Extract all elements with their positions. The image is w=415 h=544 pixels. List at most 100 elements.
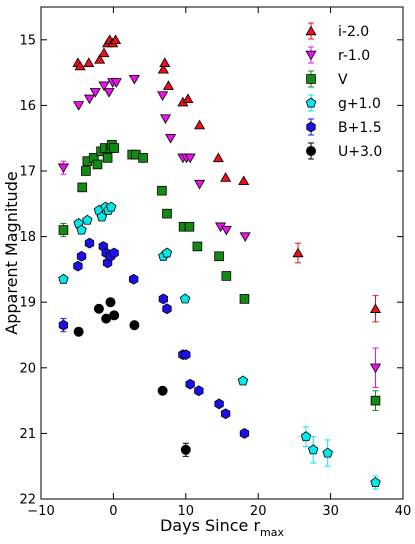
data-point	[370, 395, 381, 406]
y-tick-label: 22	[19, 493, 36, 508]
data-point	[94, 54, 106, 64]
data-point	[162, 80, 174, 90]
data-point	[369, 363, 382, 374]
legend-label: r-1.0	[338, 48, 370, 64]
y-tick-label: 16	[19, 99, 36, 114]
x-tick-label: −10	[27, 504, 54, 519]
data-point	[184, 153, 196, 164]
data-point	[182, 93, 194, 104]
x-tick-label: 30	[322, 504, 339, 519]
data-point	[73, 260, 83, 272]
data-point	[98, 47, 110, 58]
legend: i-2.0 r-1.0 Vg+1.0 B+1.5 U+3.0	[305, 22, 382, 160]
data-point	[83, 94, 96, 105]
legend-marker	[305, 25, 317, 36]
data-point	[98, 81, 110, 92]
x-tick-label: 0	[109, 504, 117, 519]
data-point	[214, 251, 224, 262]
data-point	[180, 444, 191, 455]
legend-item: g+1.0	[305, 94, 381, 112]
y-tick-label: 20	[19, 361, 36, 376]
data-point	[181, 349, 191, 361]
legend-marker	[305, 97, 317, 108]
y-tick-label: 18	[19, 230, 36, 245]
data-point	[162, 303, 172, 315]
legend-marker	[306, 74, 316, 84]
legend-item: B+1.5	[306, 118, 382, 136]
data-point	[102, 153, 113, 163]
axis-ticks: −10 0 10 20 30 40 15 16 17 18 19 20 21 22	[19, 7, 411, 519]
data-point	[128, 74, 140, 85]
legend-marker	[305, 145, 316, 156]
series-i20	[72, 34, 382, 323]
data-point	[129, 320, 140, 331]
data-point	[103, 88, 115, 98]
data-point	[57, 163, 69, 174]
legend-marker	[305, 50, 317, 61]
data-point	[157, 91, 169, 101]
data-point	[239, 232, 251, 242]
data-point	[214, 398, 224, 410]
series-U30	[73, 297, 191, 457]
data-point	[76, 224, 87, 235]
data-point	[158, 293, 169, 305]
x-tick-label: 20	[250, 504, 267, 519]
data-point	[307, 444, 319, 455]
y-tick-label: 19	[19, 296, 36, 311]
data-point	[92, 159, 103, 170]
data-point	[184, 221, 195, 232]
legend-label: V	[338, 72, 348, 88]
data-point	[194, 179, 206, 190]
data-point	[239, 428, 250, 439]
data-point	[159, 114, 172, 124]
data-point	[58, 273, 69, 284]
data-point	[212, 152, 224, 163]
data-point	[165, 133, 177, 144]
y-axis-label: Apparent Magnitude	[2, 171, 21, 334]
x-axis-label: Days Since rmax	[160, 516, 285, 539]
data-point	[161, 247, 173, 258]
plot-content	[57, 34, 382, 490]
data-point	[292, 247, 304, 258]
data-point	[110, 78, 122, 88]
data-point	[185, 378, 195, 390]
data-point	[194, 119, 206, 130]
data-point	[58, 319, 69, 331]
data-point	[220, 408, 231, 420]
data-point	[81, 166, 91, 176]
data-point	[300, 431, 312, 442]
x-tick-label: 10	[178, 504, 195, 519]
x-axis-label-main: Days Since r	[160, 516, 260, 535]
legend-marker	[306, 121, 316, 133]
data-point	[84, 237, 95, 249]
x-tick-label: 40	[395, 504, 412, 519]
legend-label: g+1.0	[338, 96, 381, 112]
data-point	[220, 172, 232, 182]
data-point	[109, 247, 119, 259]
y-tick-label: 15	[19, 33, 36, 48]
data-point	[192, 241, 203, 252]
data-point	[74, 60, 86, 71]
legend-label: i-2.0	[338, 24, 369, 40]
legend-label: U+3.0	[338, 144, 382, 160]
legend-item: i-2.0	[305, 22, 369, 40]
data-point	[239, 294, 250, 304]
legend-item: U+3.0	[305, 142, 382, 160]
data-point	[322, 447, 333, 458]
legend-item: r-1.0	[305, 46, 370, 64]
series-B15	[58, 237, 250, 439]
legend-item: V	[306, 70, 348, 88]
data-point	[159, 57, 171, 67]
legend-label: B+1.5	[338, 120, 382, 136]
data-point	[83, 57, 95, 67]
data-point	[89, 88, 101, 98]
data-point	[129, 273, 139, 285]
data-point	[58, 225, 69, 235]
data-point	[369, 303, 382, 313]
data-point	[109, 310, 120, 321]
data-point	[220, 225, 232, 236]
data-point	[73, 101, 85, 111]
data-point	[162, 208, 172, 219]
plot-frame	[40, 6, 404, 500]
y-tick-label: 21	[19, 427, 36, 442]
